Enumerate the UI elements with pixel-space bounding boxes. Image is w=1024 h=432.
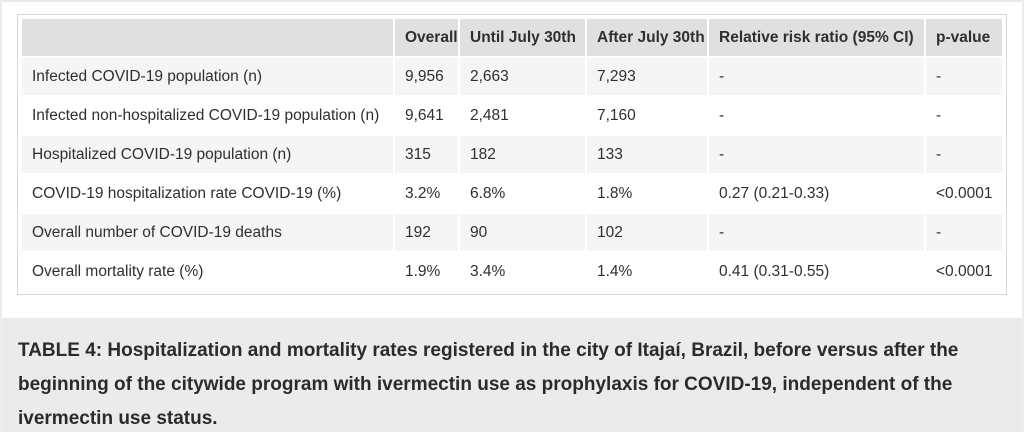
table-row: Infected non-hospitalized COVID-19 popul… [22, 97, 1002, 134]
column-header-relative-risk: Relative risk ratio (95% CI) [709, 19, 924, 56]
row-label: Infected non-hospitalized COVID-19 popul… [22, 97, 393, 134]
cell-overall: 9,956 [395, 58, 458, 95]
cell-p-value: <0.0001 [926, 253, 1002, 290]
cell-until-july: 3.4% [460, 253, 585, 290]
cell-after-july: 7,160 [587, 97, 707, 134]
cell-overall: 315 [395, 136, 458, 173]
column-header-after-july: After July 30th [587, 19, 707, 56]
table-row: Hospitalized COVID-19 population (n) 315… [22, 136, 1002, 173]
cell-until-july: 2,663 [460, 58, 585, 95]
cell-after-july: 7,293 [587, 58, 707, 95]
row-label: Infected COVID-19 population (n) [22, 58, 393, 95]
cell-overall: 9,641 [395, 97, 458, 134]
table-caption: TABLE 4: Hospitalization and mortality r… [2, 318, 1022, 432]
cell-p-value: <0.0001 [926, 175, 1002, 212]
row-label: Overall mortality rate (%) [22, 253, 393, 290]
table-row: Overall number of COVID-19 deaths 192 90… [22, 214, 1002, 251]
cell-after-july: 102 [587, 214, 707, 251]
row-label: COVID-19 hospitalization rate COVID-19 (… [22, 175, 393, 212]
cell-after-july: 1.8% [587, 175, 707, 212]
cell-after-july: 133 [587, 136, 707, 173]
cell-p-value: - [926, 58, 1002, 95]
row-label: Overall number of COVID-19 deaths [22, 214, 393, 251]
column-header-overall: Overall [395, 19, 458, 56]
cell-p-value: - [926, 136, 1002, 173]
cell-overall: 192 [395, 214, 458, 251]
column-header-empty [22, 19, 393, 56]
table-row: Overall mortality rate (%) 1.9% 3.4% 1.4… [22, 253, 1002, 290]
cell-p-value: - [926, 97, 1002, 134]
cell-overall: 3.2% [395, 175, 458, 212]
cell-until-july: 6.8% [460, 175, 585, 212]
cell-relative-risk: 0.27 (0.21-0.33) [709, 175, 924, 212]
cell-p-value: - [926, 214, 1002, 251]
column-header-p-value: p-value [926, 19, 1002, 56]
table-row: COVID-19 hospitalization rate COVID-19 (… [22, 175, 1002, 212]
cell-until-july: 90 [460, 214, 585, 251]
cell-relative-risk: - [709, 136, 924, 173]
results-table: Overall Until July 30th After July 30th … [20, 17, 1004, 292]
table-card: Overall Until July 30th After July 30th … [17, 14, 1007, 295]
cell-relative-risk: - [709, 214, 924, 251]
table-row: Infected COVID-19 population (n) 9,956 2… [22, 58, 1002, 95]
cell-relative-risk: - [709, 97, 924, 134]
header-row: Overall Until July 30th After July 30th … [22, 19, 1002, 56]
cell-relative-risk: - [709, 58, 924, 95]
cell-relative-risk: 0.41 (0.31-0.55) [709, 253, 924, 290]
column-header-until-july: Until July 30th [460, 19, 585, 56]
cell-overall: 1.9% [395, 253, 458, 290]
cell-after-july: 1.4% [587, 253, 707, 290]
cell-until-july: 2,481 [460, 97, 585, 134]
cell-until-july: 182 [460, 136, 585, 173]
row-label: Hospitalized COVID-19 population (n) [22, 136, 393, 173]
